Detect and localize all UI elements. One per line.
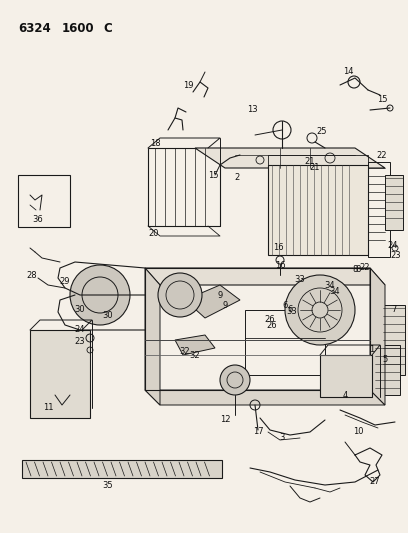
Text: 21: 21 [305, 157, 315, 166]
Text: 25: 25 [317, 127, 327, 136]
Text: 26: 26 [267, 320, 277, 329]
Circle shape [220, 365, 250, 395]
Bar [18, 175, 70, 227]
Bar [320, 355, 372, 397]
Text: 36: 36 [33, 215, 43, 224]
Text: 11: 11 [43, 403, 53, 413]
Text: 30: 30 [103, 311, 113, 320]
Polygon shape [145, 268, 385, 285]
Text: 34: 34 [330, 287, 340, 296]
Bar [22, 460, 222, 478]
Bar [30, 330, 90, 418]
Text: 33: 33 [287, 308, 297, 317]
Text: 18: 18 [150, 139, 160, 148]
Polygon shape [195, 148, 385, 168]
Text: 6: 6 [282, 301, 288, 310]
Text: 4: 4 [342, 391, 348, 400]
Polygon shape [370, 268, 385, 405]
Text: 19: 19 [183, 80, 193, 90]
Text: 5: 5 [382, 356, 388, 365]
Text: 7: 7 [391, 305, 397, 314]
Text: 29: 29 [60, 278, 70, 287]
Bar [145, 268, 370, 390]
Text: 14: 14 [343, 68, 353, 77]
Text: 6: 6 [287, 305, 293, 314]
Bar [375, 345, 400, 395]
Text: 2: 2 [234, 174, 239, 182]
Text: 32: 32 [190, 351, 200, 359]
Text: 32: 32 [180, 348, 190, 357]
Text: 12: 12 [220, 416, 230, 424]
Text: 16: 16 [273, 244, 283, 253]
Polygon shape [145, 390, 385, 405]
Text: 13: 13 [247, 106, 257, 115]
Text: C: C [103, 21, 112, 35]
Text: 33: 33 [295, 276, 305, 285]
Circle shape [285, 275, 355, 345]
Bar [245, 310, 325, 375]
Text: 9: 9 [217, 290, 223, 300]
Bar [385, 175, 403, 230]
Text: 34: 34 [325, 280, 335, 289]
Text: 23: 23 [75, 337, 85, 346]
Bar [383, 305, 405, 375]
Polygon shape [185, 285, 240, 318]
Circle shape [158, 273, 202, 317]
Polygon shape [175, 335, 215, 355]
Text: 24: 24 [75, 326, 85, 335]
Text: 8: 8 [355, 265, 361, 274]
Text: 23: 23 [391, 251, 401, 260]
Text: 24: 24 [388, 240, 398, 249]
Bar [148, 148, 220, 226]
Text: 27: 27 [370, 478, 380, 487]
Circle shape [70, 265, 130, 325]
Polygon shape [145, 268, 160, 405]
Text: 26: 26 [265, 316, 275, 325]
Bar [268, 165, 368, 255]
Text: 22: 22 [360, 263, 370, 272]
Text: 20: 20 [148, 229, 158, 238]
Text: 16: 16 [275, 261, 285, 270]
Bar [368, 162, 390, 257]
Bar [268, 155, 368, 165]
Text: 15: 15 [377, 95, 387, 104]
Text: 10: 10 [353, 427, 363, 437]
Text: 35: 35 [103, 481, 113, 489]
Text: 22: 22 [377, 150, 387, 159]
Text: 28: 28 [27, 271, 37, 280]
Text: 6324: 6324 [18, 21, 51, 35]
Text: 15: 15 [208, 171, 218, 180]
Text: 8: 8 [353, 265, 358, 274]
Text: 21: 21 [310, 164, 320, 173]
Text: 30: 30 [75, 305, 85, 314]
Text: 1600: 1600 [62, 21, 95, 35]
Text: 9: 9 [222, 301, 228, 310]
Text: 1: 1 [369, 345, 375, 354]
Text: 17: 17 [253, 427, 263, 437]
Text: 3: 3 [279, 433, 285, 442]
